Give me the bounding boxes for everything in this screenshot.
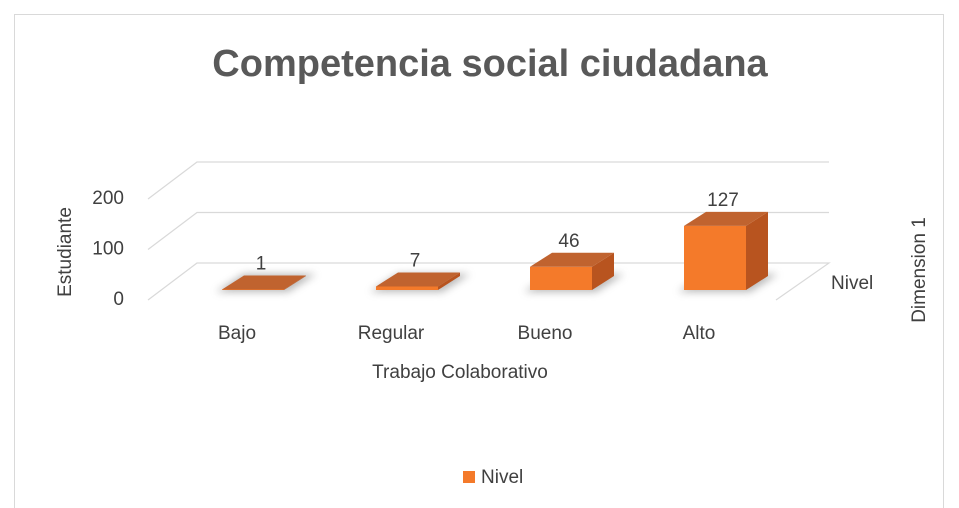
bar [530,266,592,290]
bar-top [376,272,460,287]
y-tick-label: 0 [113,289,124,310]
data-label: 1 [256,254,267,275]
x-tick-label: Bueno [518,323,573,344]
bar-top [222,275,306,290]
bar-side [592,252,614,290]
z-tick-label: Nivel [831,273,873,294]
y-axis-label: Estudiante [55,207,76,297]
bar-top [684,211,768,226]
grid-line [147,211,829,250]
bar-top [530,252,614,267]
bar [222,289,284,290]
grid-line [147,161,829,200]
data-label: 127 [707,190,739,211]
chart-frame [14,14,944,508]
grid-line [147,262,831,301]
y-tick-label: 100 [92,239,124,260]
x-axis-label: Trabajo Colaborativo [372,362,548,383]
y-tick-label: 200 [92,188,124,209]
bar-side [746,211,768,290]
bar-side [284,275,306,290]
bar-side [438,272,460,290]
chart-title: Competencia social ciudadana [212,43,768,85]
data-label: 46 [558,231,579,252]
x-tick-label: Alto [683,323,716,344]
bar [376,286,438,290]
legend-label: Nivel [481,467,523,488]
legend-swatch [463,471,475,483]
x-tick-label: Bajo [218,323,256,344]
data-label: 7 [410,250,421,271]
z-axis-label: Dimension 1 [909,217,930,323]
bar [684,225,746,290]
x-tick-label: Regular [358,323,425,344]
